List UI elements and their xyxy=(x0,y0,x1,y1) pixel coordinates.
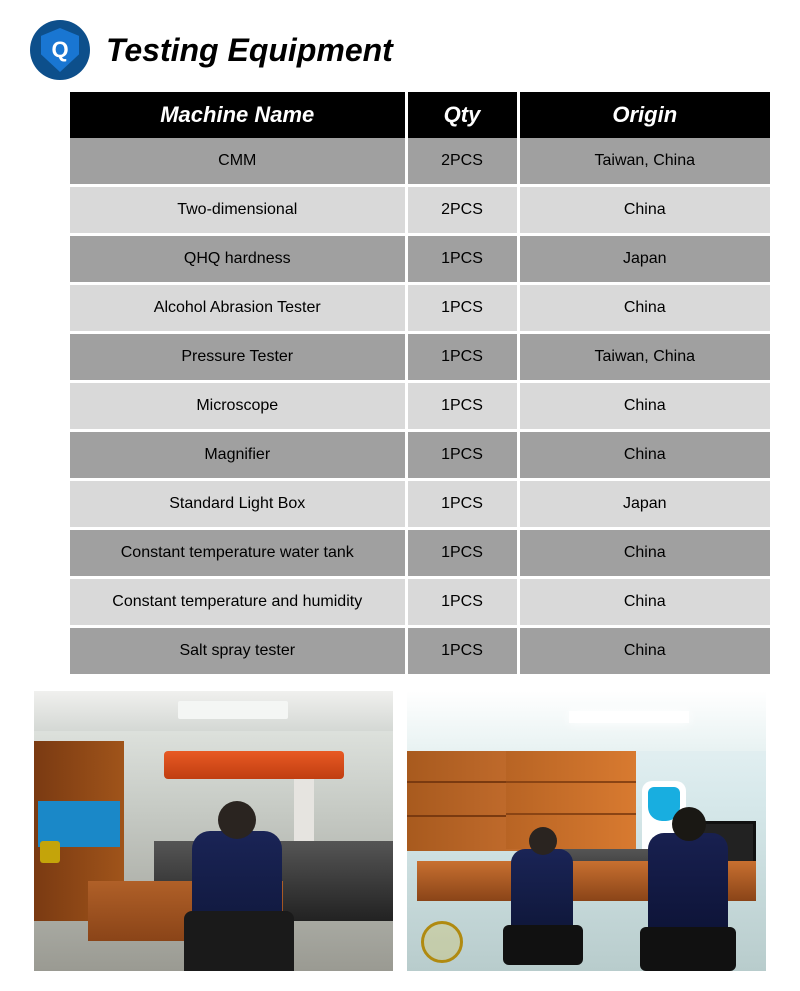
cell-origin: Taiwan, China xyxy=(518,138,770,186)
cell-name: Standard Light Box xyxy=(70,480,406,529)
cell-name: Two-dimensional xyxy=(70,186,406,235)
cell-name: Magnifier xyxy=(70,431,406,480)
cell-name: Alcohol Abrasion Tester xyxy=(70,284,406,333)
cell-qty: 1PCS xyxy=(406,235,518,284)
cell-name: QHQ hardness xyxy=(70,235,406,284)
cell-origin: China xyxy=(518,431,770,480)
badge-letter: Q xyxy=(51,37,68,63)
table-row: Constant temperature water tank1PCSChina xyxy=(70,529,770,578)
cell-name: Microscope xyxy=(70,382,406,431)
table-row: CMM2PCSTaiwan, China xyxy=(70,138,770,186)
table-row: QHQ hardness1PCSJapan xyxy=(70,235,770,284)
col-header-name: Machine Name xyxy=(70,92,406,138)
col-header-qty: Qty xyxy=(406,92,518,138)
cell-name: Salt spray tester xyxy=(70,627,406,676)
badge-circle: Q xyxy=(30,20,90,80)
cell-origin: China xyxy=(518,186,770,235)
shield-icon: Q xyxy=(41,28,79,72)
cell-qty: 1PCS xyxy=(406,480,518,529)
page: Q Testing Equipment Machine Name Qty Ori… xyxy=(0,0,800,991)
cell-name: CMM xyxy=(70,138,406,186)
cell-qty: 1PCS xyxy=(406,284,518,333)
photo-row xyxy=(30,691,770,971)
cell-origin: China xyxy=(518,382,770,431)
cell-origin: China xyxy=(518,284,770,333)
cell-origin: China xyxy=(518,578,770,627)
equipment-table-wrap: Machine Name Qty Origin CMM2PCSTaiwan, C… xyxy=(70,92,770,677)
table-header-row: Machine Name Qty Origin xyxy=(70,92,770,138)
header: Q Testing Equipment xyxy=(30,20,770,80)
cell-name: Constant temperature and humidity xyxy=(70,578,406,627)
cell-qty: 1PCS xyxy=(406,627,518,676)
table-row: Magnifier1PCSChina xyxy=(70,431,770,480)
cell-qty: 2PCS xyxy=(406,138,518,186)
cell-origin: China xyxy=(518,529,770,578)
cell-qty: 1PCS xyxy=(406,382,518,431)
cell-qty: 1PCS xyxy=(406,529,518,578)
page-title: Testing Equipment xyxy=(106,32,393,69)
equipment-table: Machine Name Qty Origin CMM2PCSTaiwan, C… xyxy=(70,92,770,677)
table-row: Alcohol Abrasion Tester1PCSChina xyxy=(70,284,770,333)
cell-origin: Taiwan, China xyxy=(518,333,770,382)
cell-qty: 1PCS xyxy=(406,578,518,627)
cell-qty: 2PCS xyxy=(406,186,518,235)
table-row: Pressure Tester1PCSTaiwan, China xyxy=(70,333,770,382)
lab-photo-1 xyxy=(34,691,393,971)
col-header-origin: Origin xyxy=(518,92,770,138)
table-row: Constant temperature and humidity1PCSChi… xyxy=(70,578,770,627)
table-row: Two-dimensional2PCSChina xyxy=(70,186,770,235)
cell-origin: Japan xyxy=(518,235,770,284)
lab-photo-2 xyxy=(407,691,766,971)
table-row: Salt spray tester1PCSChina xyxy=(70,627,770,676)
cell-qty: 1PCS xyxy=(406,333,518,382)
cell-name: Pressure Tester xyxy=(70,333,406,382)
cell-origin: Japan xyxy=(518,480,770,529)
cell-origin: China xyxy=(518,627,770,676)
table-row: Microscope1PCSChina xyxy=(70,382,770,431)
cell-name: Constant temperature water tank xyxy=(70,529,406,578)
table-row: Standard Light Box1PCSJapan xyxy=(70,480,770,529)
cell-qty: 1PCS xyxy=(406,431,518,480)
